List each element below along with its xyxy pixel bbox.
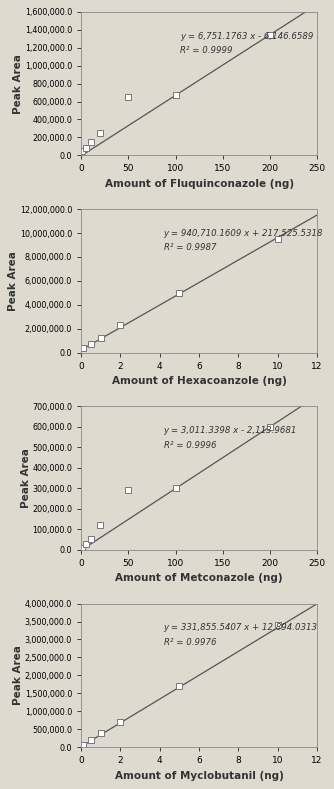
- X-axis label: Amount of Myclobutanil (ng): Amount of Myclobutanil (ng): [115, 771, 284, 780]
- Text: R² = 0.9999: R² = 0.9999: [180, 46, 233, 55]
- Y-axis label: Peak Area: Peak Area: [13, 645, 23, 705]
- X-axis label: Amount of Metconazole (ng): Amount of Metconazole (ng): [115, 574, 283, 583]
- Text: R² = 0.9996: R² = 0.9996: [164, 440, 216, 450]
- X-axis label: Amount of Fluquinconazole (ng): Amount of Fluquinconazole (ng): [105, 179, 294, 189]
- Text: y = 940,710.1609 x + 217,525.5318: y = 940,710.1609 x + 217,525.5318: [164, 229, 323, 238]
- Text: y = 331,855.5407 x + 12,894.0313: y = 331,855.5407 x + 12,894.0313: [164, 623, 318, 633]
- X-axis label: Amount of Hexacoanzole (ng): Amount of Hexacoanzole (ng): [112, 376, 287, 386]
- Text: y = 3,011.3398 x - 2,113.9681: y = 3,011.3398 x - 2,113.9681: [164, 426, 297, 436]
- Text: y = 6,751.1763 x - 6,146.6589: y = 6,751.1763 x - 6,146.6589: [180, 32, 314, 41]
- Text: R² = 0.9976: R² = 0.9976: [164, 638, 216, 647]
- Y-axis label: Peak Area: Peak Area: [21, 448, 31, 508]
- Y-axis label: Peak Area: Peak Area: [8, 251, 18, 311]
- Y-axis label: Peak Area: Peak Area: [13, 54, 23, 114]
- Text: R² = 0.9987: R² = 0.9987: [164, 243, 216, 252]
